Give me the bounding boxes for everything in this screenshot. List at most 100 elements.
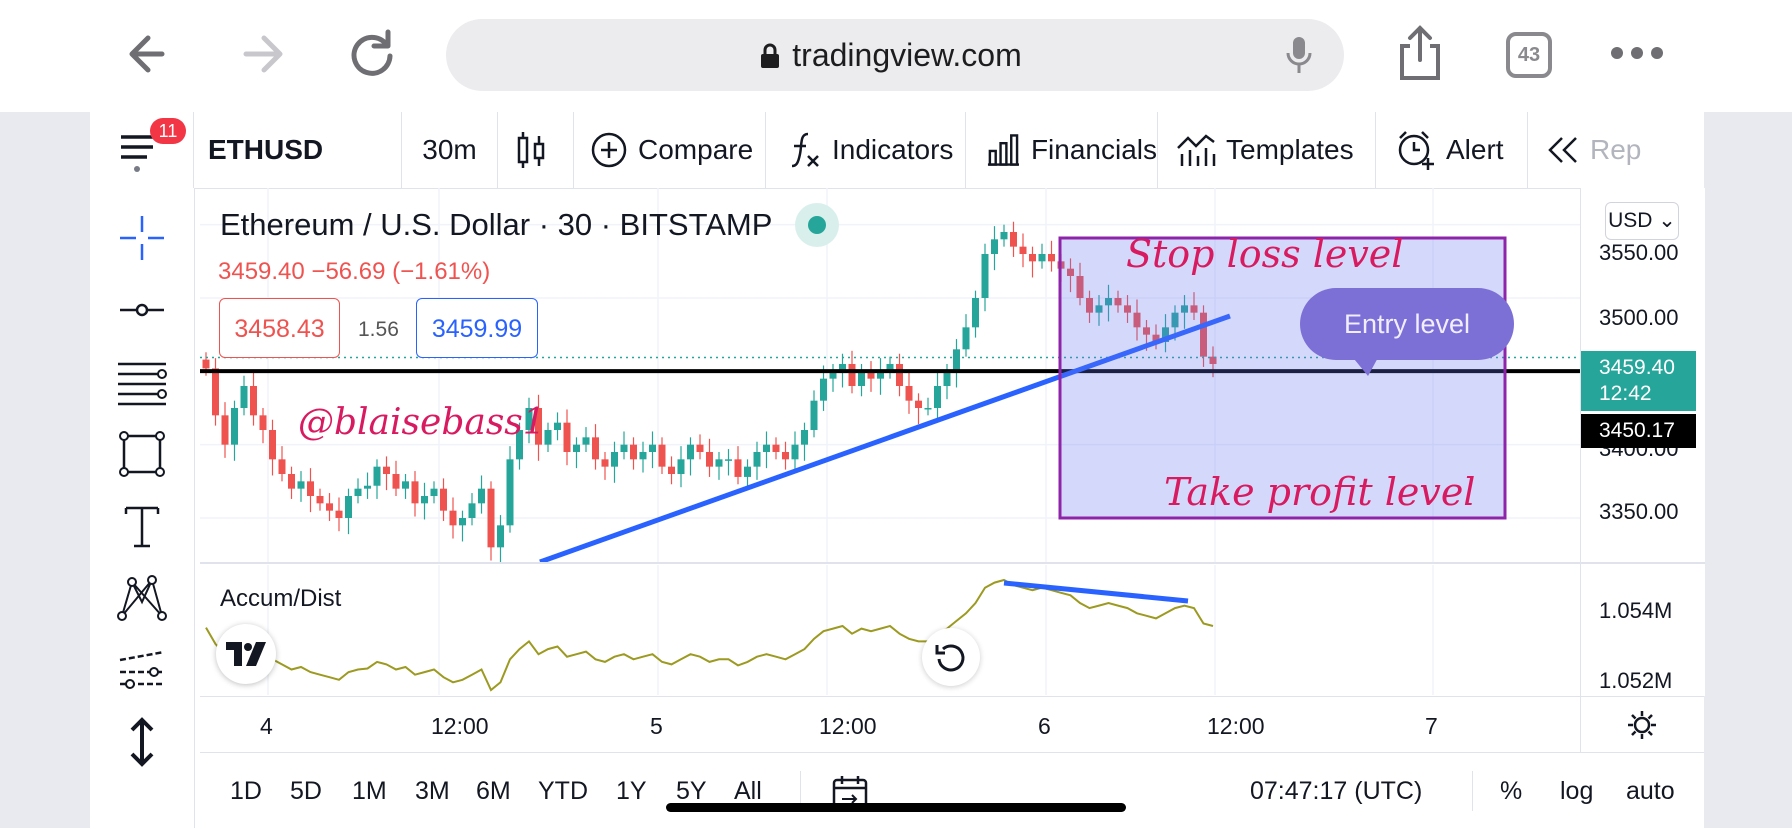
candle-body	[696, 444, 704, 452]
candle-body	[867, 371, 875, 379]
spread-value: 1.56	[358, 318, 399, 341]
candle-body	[1181, 305, 1188, 313]
price-chart[interactable]	[200, 188, 1580, 562]
candle-body	[991, 239, 998, 254]
candle-body	[886, 364, 894, 372]
market-status-indicator[interactable]	[795, 203, 839, 247]
chart-type-button[interactable]	[498, 112, 574, 188]
range-button-1m[interactable]: 1M	[352, 777, 387, 805]
fib-retracement-icon[interactable]	[116, 356, 168, 408]
candle-body	[753, 452, 761, 467]
candles-icon	[517, 132, 544, 168]
microphone-icon[interactable]	[1286, 35, 1312, 75]
forward-arrow-icon[interactable]	[232, 24, 292, 84]
replay-button[interactable]: Rep	[1528, 112, 1648, 188]
candle-body	[563, 422, 571, 452]
candle-body	[459, 518, 466, 526]
range-button-6m[interactable]: 6M	[476, 777, 511, 805]
candle-body	[269, 430, 276, 460]
candle-body	[1200, 312, 1207, 357]
candle-body	[516, 430, 523, 460]
candle-body	[763, 444, 770, 452]
notification-badge: 11	[150, 118, 186, 144]
utc-clock[interactable]: 07:47:17 (UTC)	[1250, 777, 1423, 805]
symbol-search-button[interactable]: ETHUSD	[200, 112, 402, 188]
candle-body	[411, 481, 419, 504]
reset-chart-button[interactable]	[922, 628, 980, 686]
candle-body	[962, 327, 970, 350]
range-button-3m[interactable]: 3M	[415, 777, 450, 805]
indicators-label: Indicators	[832, 134, 954, 165]
tabs-count-button[interactable]: 43	[1506, 32, 1552, 78]
candle-body	[1105, 298, 1112, 306]
templates-button[interactable]: Templates	[1158, 112, 1376, 188]
indicators-button[interactable]: Indicators	[766, 112, 966, 188]
back-arrow-icon[interactable]	[122, 24, 182, 84]
buy-button[interactable]: 3459.99	[416, 298, 538, 358]
callout-pointer	[1350, 354, 1380, 376]
vertical-resize-icon[interactable]	[116, 716, 168, 768]
auto-scale-button[interactable]: auto	[1626, 777, 1675, 805]
candle-body	[402, 481, 409, 489]
candle-body	[582, 437, 590, 445]
candle-body	[316, 496, 324, 504]
time-label: 5	[650, 713, 663, 739]
candle-body	[782, 452, 789, 460]
lock-icon	[761, 43, 779, 68]
percent-scale-button[interactable]: %	[1500, 777, 1523, 805]
time-axis[interactable]: 4 12:00 5 12:00 6 12:00 7	[200, 696, 1704, 753]
currency-button[interactable]: USD ⌄	[1605, 202, 1679, 240]
more-dots-icon[interactable]	[1610, 46, 1664, 60]
range-button-5y[interactable]: 5Y	[676, 777, 707, 805]
candle-body	[1038, 254, 1046, 262]
candle-body	[620, 444, 628, 452]
pattern-tool-icon[interactable]	[116, 572, 168, 624]
range-button-ytd[interactable]: YTD	[538, 777, 588, 805]
alert-label: Alert	[1446, 134, 1504, 165]
reload-icon[interactable]	[342, 24, 402, 84]
trend-line-icon[interactable]	[116, 284, 168, 336]
range-button-5d[interactable]: 5D	[290, 777, 322, 805]
replay-label: Rep	[1590, 134, 1642, 165]
price-label: 3500.00	[1599, 305, 1679, 330]
forecast-tool-icon[interactable]	[116, 644, 168, 696]
range-button-1d[interactable]: 1D	[230, 777, 262, 805]
price-axis[interactable]: USD ⌄ 3550.00 3500.00 3400.00 3350.00 34…	[1580, 188, 1705, 696]
settings-gear-icon[interactable]	[1626, 709, 1658, 741]
candle-body	[1124, 305, 1131, 313]
candle-body	[373, 466, 381, 486]
rectangle-shape-icon[interactable]	[116, 428, 168, 480]
stop-loss-label: Stop loss level	[1126, 232, 1404, 276]
candle-body	[1019, 246, 1027, 254]
indicator-pane[interactable]	[200, 565, 1580, 695]
candle-body	[430, 488, 438, 496]
candle-body	[535, 408, 542, 445]
sell-button[interactable]: 3458.43	[219, 298, 340, 358]
indicator-value-label: 1.054M	[1599, 598, 1673, 623]
interval-button[interactable]: 30m	[402, 112, 498, 188]
share-icon[interactable]	[1396, 24, 1444, 82]
compare-label: Compare	[638, 134, 754, 165]
text-tool-icon[interactable]	[116, 500, 168, 552]
main-menu-button[interactable]: 11	[90, 112, 194, 188]
crosshair-icon[interactable]	[116, 212, 168, 264]
candle-body	[943, 371, 951, 386]
accum-dist-line	[205, 578, 1214, 692]
candle-body	[715, 459, 723, 467]
candle-body	[1162, 327, 1169, 342]
address-bar[interactable]: tradingview.com	[446, 19, 1344, 91]
plus-circle-icon	[591, 132, 627, 168]
financials-button[interactable]: Financials	[966, 112, 1158, 188]
range-button-1y[interactable]: 1Y	[616, 777, 647, 805]
candle-body	[250, 386, 257, 416]
candle-body	[687, 444, 694, 460]
range-button-all[interactable]: All	[734, 777, 762, 805]
candle-body	[972, 298, 979, 328]
axis-corner-divider	[1580, 697, 1581, 753]
compare-button[interactable]: Compare	[574, 112, 766, 188]
log-scale-button[interactable]: log	[1560, 777, 1594, 805]
candle-body	[383, 466, 390, 474]
alert-button[interactable]: Alert	[1376, 112, 1528, 188]
indicator-name: Accum/Dist	[220, 585, 342, 612]
tradingview-logo[interactable]	[216, 624, 276, 684]
